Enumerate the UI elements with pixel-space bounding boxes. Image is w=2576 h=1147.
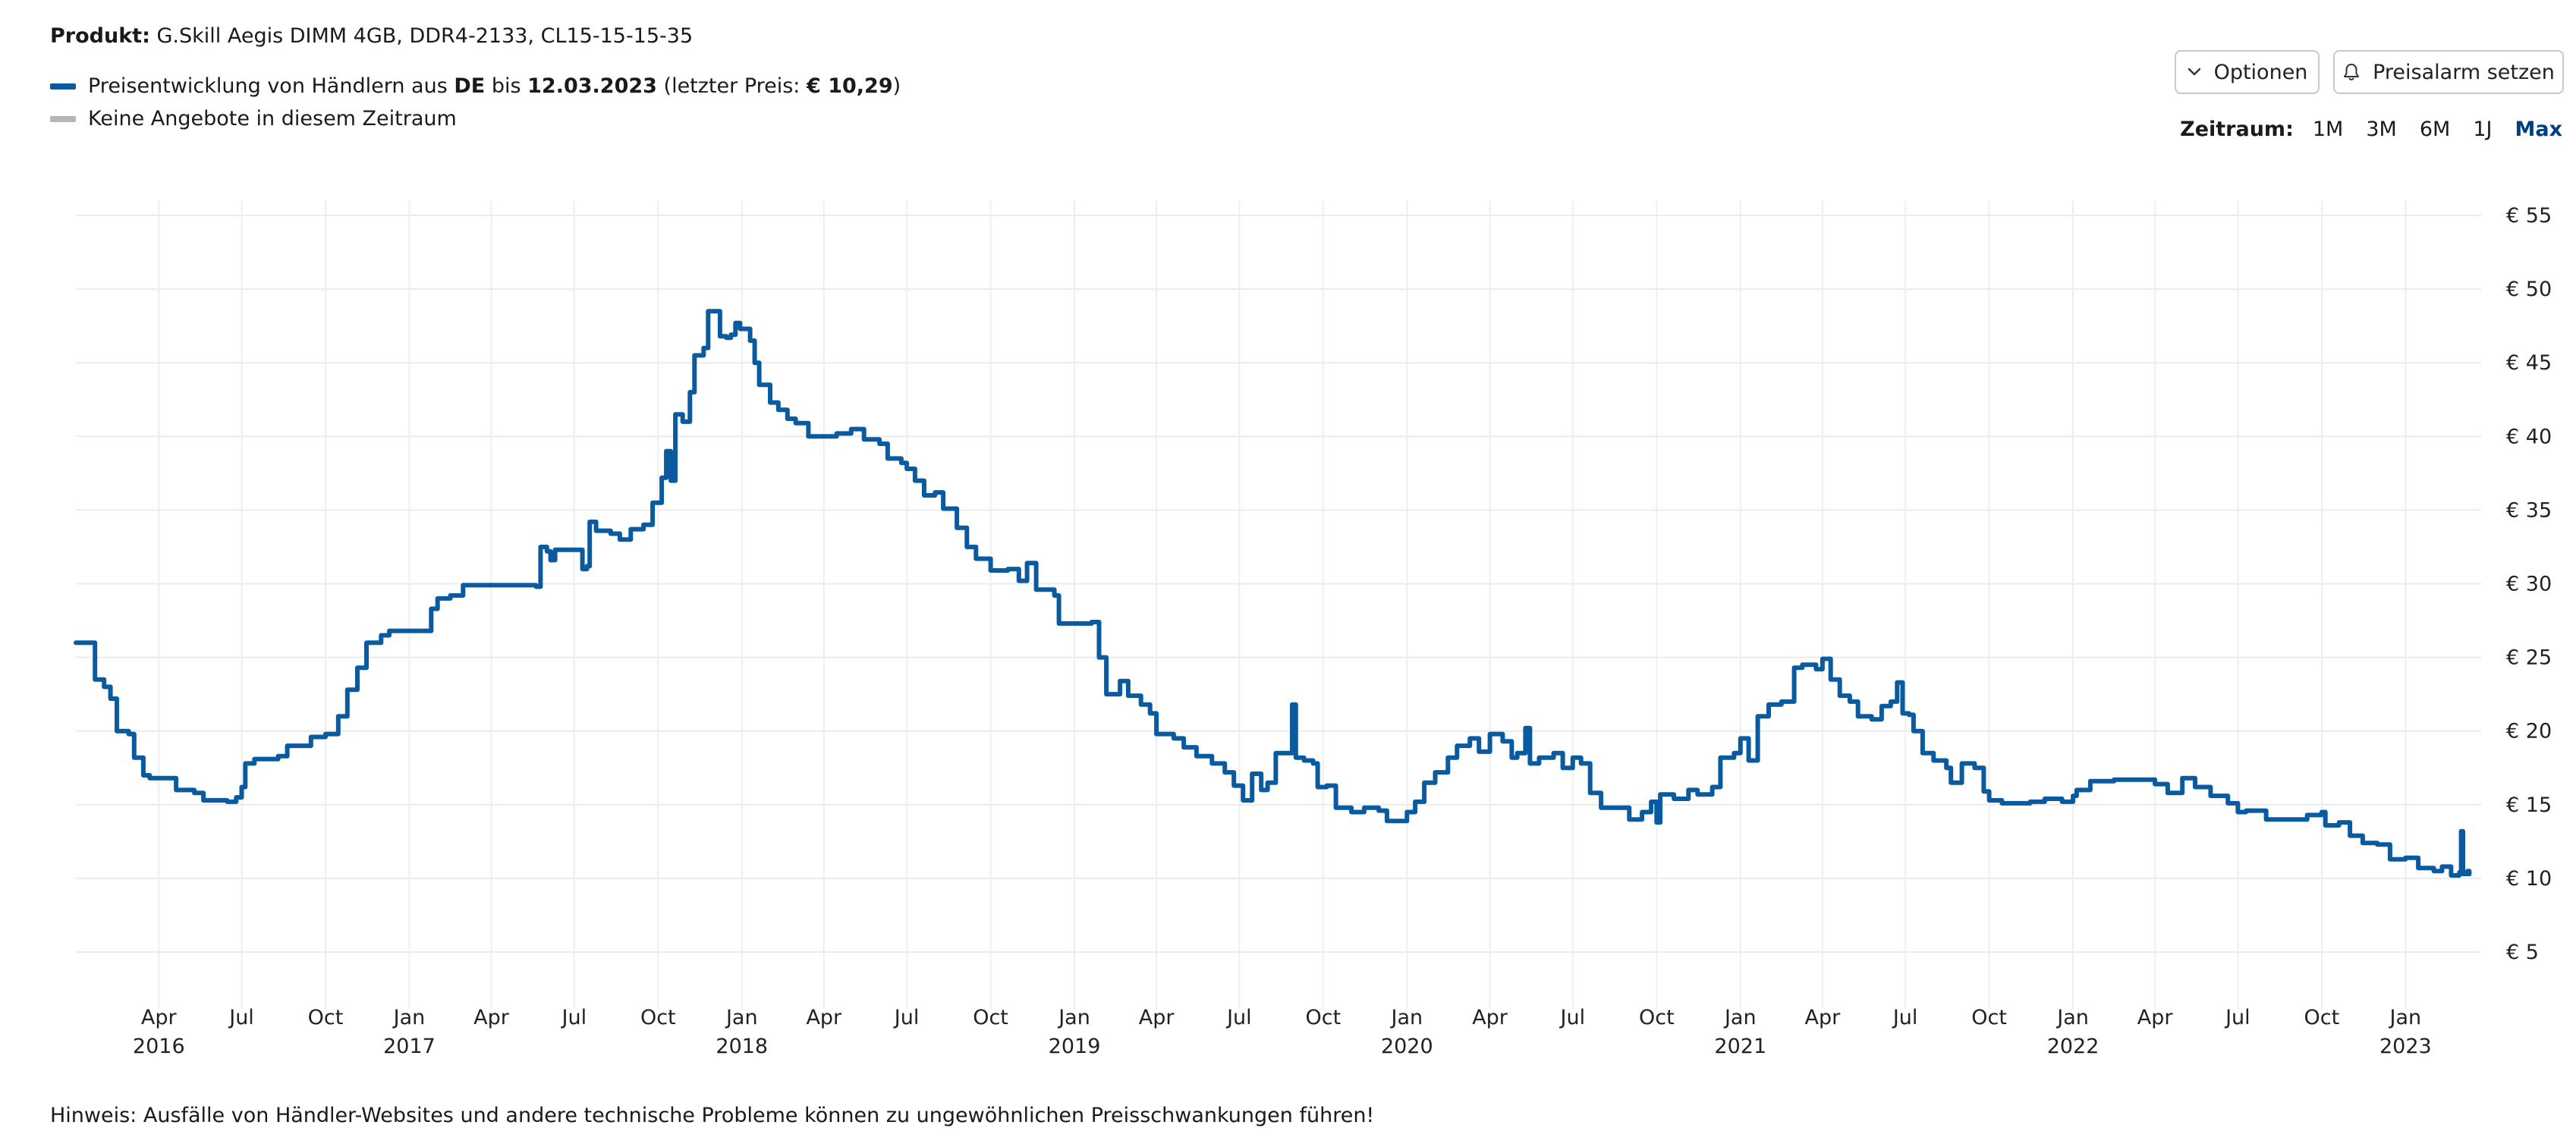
no-offers-swatch [50, 115, 76, 122]
y-tick-label: € 10 [2506, 867, 2552, 891]
price-alarm-button[interactable]: Preisalarm setzen [2333, 50, 2564, 94]
x-tick-label: Apr [1472, 1006, 1508, 1029]
legend-prefix: Preisentwicklung von Händlern aus [88, 74, 448, 98]
y-tick-label: € 55 [2506, 204, 2552, 228]
legend-no-offers[interactable]: Keine Angebote in diesem Zeitraum [50, 107, 457, 130]
x-year-label: 2016 [133, 1035, 185, 1058]
price-alarm-label: Preisalarm setzen [2373, 60, 2555, 84]
x-tick-label: Jan [392, 1006, 426, 1029]
x-tick-label: Apr [1804, 1006, 1841, 1029]
range-1j[interactable]: 1J [2473, 118, 2493, 141]
x-year-label: 2022 [2047, 1035, 2099, 1058]
y-tick-label: € 35 [2506, 498, 2552, 522]
x-tick-label: Apr [2137, 1006, 2174, 1029]
x-tick-label: Jul [893, 1006, 920, 1029]
x-tick-label: Jan [725, 1006, 758, 1029]
legend-last-price-label: (letzter Preis: [663, 74, 800, 98]
legend-series-text: Preisentwicklung von Händlern aus DE bis… [88, 74, 901, 98]
x-tick-label: Jan [2055, 1006, 2089, 1029]
disclaimer-note: Hinweis: Ausfälle von Händler-Websites u… [50, 1104, 1375, 1127]
legend-series[interactable]: Preisentwicklung von Händlern aus DE bis… [50, 74, 901, 98]
product-name: G.Skill Aegis DIMM 4GB, DDR4-2133, CL15-… [156, 24, 694, 48]
legend-country: DE [454, 74, 486, 98]
legend-paren-close: ) [892, 74, 901, 98]
legend-no-offers-text: Keine Angebote in diesem Zeitraum [88, 107, 457, 130]
x-tick-label: Jan [1723, 1006, 1757, 1029]
x-tick-label: Jan [1057, 1006, 1090, 1029]
y-tick-label: € 50 [2506, 278, 2552, 301]
x-axis: Apr 2016 Jul Oct Jan 2017 Apr Jul Oct Jan 2018 Apr J… [133, 1006, 2432, 1058]
legend-last-price: € 10,29 [807, 74, 893, 98]
y-tick-label: € 5 [2506, 941, 2539, 964]
x-tick-label: Oct [640, 1006, 676, 1029]
range-3m[interactable]: 3M [2366, 118, 2397, 141]
x-tick-label: Jul [1892, 1006, 1918, 1029]
y-tick-label: € 45 [2506, 351, 2552, 375]
x-tick-label: Oct [2304, 1006, 2340, 1029]
options-label: Optionen [2213, 60, 2308, 84]
legend-date: 12.03.2023 [527, 74, 657, 98]
x-tick-label: Jul [1559, 1006, 1586, 1029]
y-tick-label: € 30 [2506, 573, 2552, 596]
x-year-label: 2017 [383, 1035, 436, 1058]
x-tick-label: Apr [1139, 1006, 1175, 1029]
x-year-label: 2023 [2379, 1035, 2432, 1058]
x-tick-label: Oct [308, 1006, 344, 1029]
x-tick-label: Jul [2224, 1006, 2250, 1029]
x-tick-label: Jul [1225, 1006, 1252, 1029]
product-line: Produkt: G.Skill Aegis DIMM 4GB, DDR4-21… [50, 24, 693, 48]
y-tick-label: € 40 [2506, 425, 2552, 448]
y-tick-label: € 25 [2506, 646, 2552, 670]
series-layer [74, 309, 2472, 878]
range-6m[interactable]: 6M [2419, 118, 2451, 141]
x-tick-label: Jul [228, 1006, 254, 1029]
x-tick-label: Apr [473, 1006, 510, 1029]
price-chart[interactable]: Apr 2016 Jul Oct Jan 2017 Apr Jul Oct Jan 2018 Apr J… [0, 190, 2576, 1089]
x-year-label: 2018 [716, 1035, 768, 1058]
x-tick-label: Apr [806, 1006, 842, 1029]
x-tick-label: Oct [973, 1006, 1008, 1029]
x-year-label: 2020 [1381, 1035, 1433, 1058]
x-tick-label: Jan [2389, 1006, 2422, 1029]
chevron-down-icon [2188, 68, 2200, 76]
bell-icon [2344, 64, 2360, 80]
y-tick-label: € 20 [2506, 720, 2552, 743]
range-max[interactable]: Max [2515, 118, 2562, 141]
options-button[interactable]: Optionen [2175, 50, 2320, 94]
x-tick-label: Jul [561, 1006, 587, 1029]
x-tick-label: Apr [141, 1006, 178, 1029]
time-range-selector: Zeitraum: 1M 3M 6M 1J Max [2180, 118, 2562, 141]
range-1m[interactable]: 1M [2312, 118, 2344, 141]
series-swatch [50, 83, 76, 90]
range-label: Zeitraum: [2180, 118, 2294, 141]
price-series-line[interactable] [74, 309, 2472, 878]
x-tick-label: Oct [1971, 1006, 2007, 1029]
x-tick-label: Jan [1389, 1006, 1423, 1029]
x-tick-label: Oct [1305, 1006, 1341, 1029]
y-tick-label: € 15 [2506, 793, 2552, 817]
legend-until: bis [491, 74, 521, 98]
product-label: Produkt: [50, 24, 150, 48]
x-tick-label: Oct [1639, 1006, 1675, 1029]
y-axis: € 5 € 10 € 15 € 20 € 25 € 30 € 35 € 40 € 45 € 50 €… [2506, 204, 2552, 964]
x-year-label: 2019 [1049, 1035, 1101, 1058]
x-year-label: 2021 [1714, 1035, 1766, 1058]
